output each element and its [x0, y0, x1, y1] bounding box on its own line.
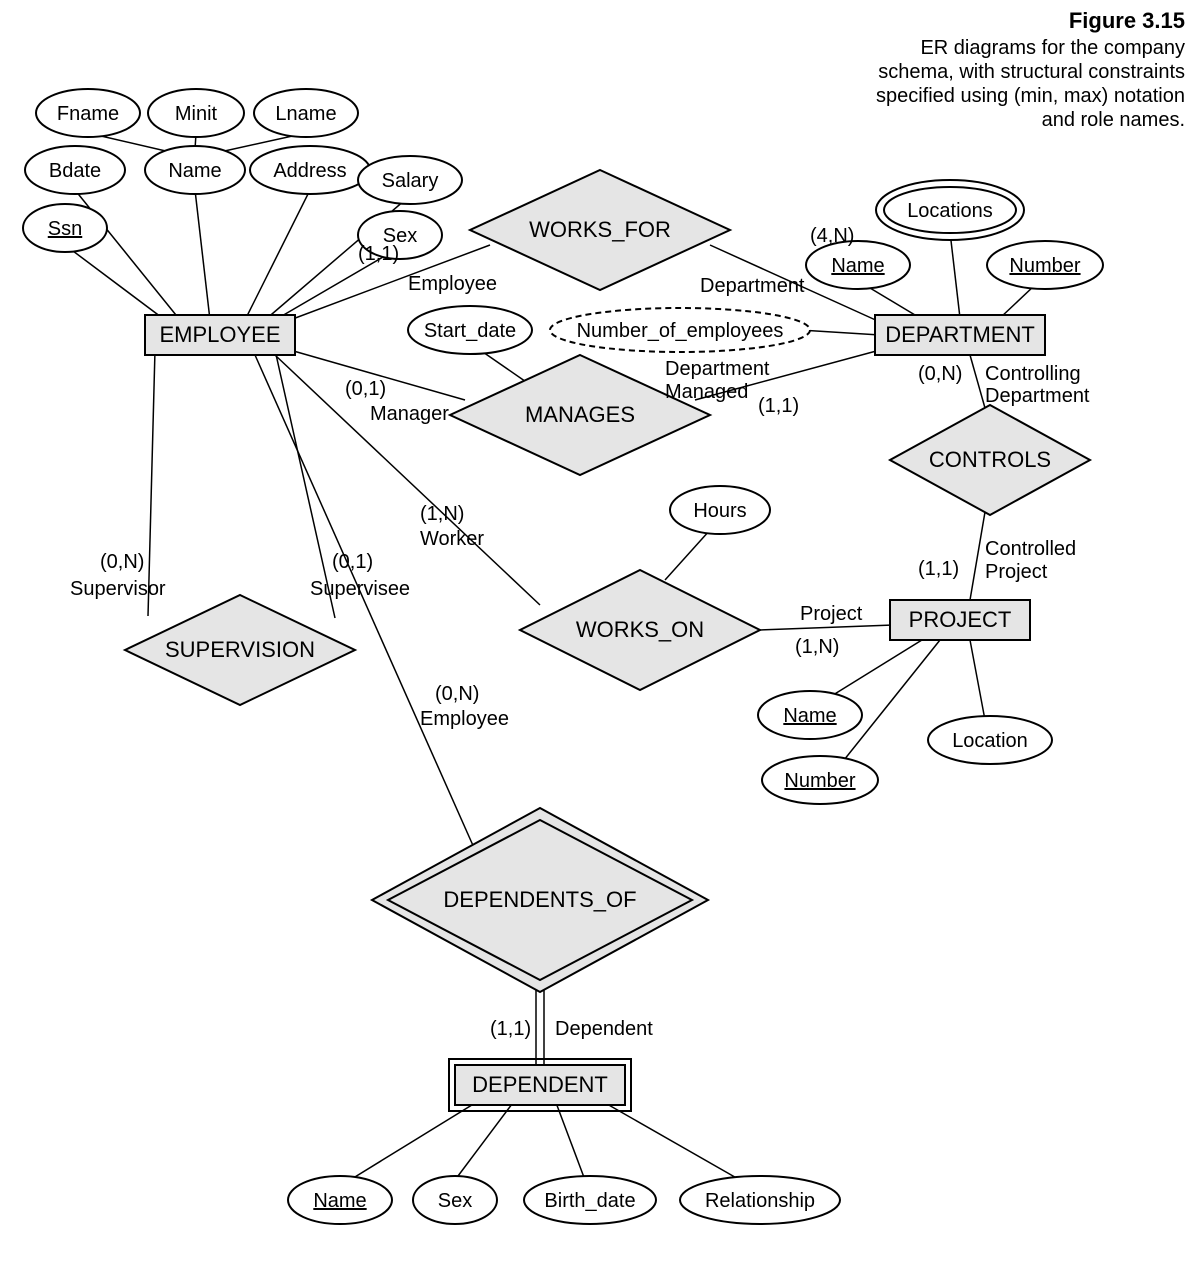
rel-controls: CONTROLS	[929, 447, 1051, 472]
entity-department: DEPARTMENT	[885, 322, 1035, 347]
card-do-emp: (0,N)	[435, 683, 479, 705]
card-mg-emp: (0,1)	[345, 378, 386, 400]
relationships: WORKS_FOR MANAGES SUPERVISION WORKS_ON C…	[125, 170, 1090, 992]
card-wf-emp: (1,1)	[358, 243, 399, 265]
attr-dep-rel: Relationship	[705, 1190, 815, 1212]
role-mg-emp: Manager	[370, 403, 449, 425]
attr-lname: Lname	[275, 103, 336, 125]
attr-hours: Hours	[693, 500, 746, 522]
attr-num-employees: Number_of_employees	[577, 320, 784, 342]
figure-caption-4: and role names.	[1042, 109, 1185, 131]
attr-start-date: Start_date	[424, 320, 516, 342]
attr-ssn: Ssn	[48, 218, 82, 240]
role-mg-dept1: Department	[665, 358, 770, 380]
card-ct-proj: (1,1)	[918, 558, 959, 580]
role-do-emp: Employee	[420, 708, 509, 730]
card-wf-dept: (4,N)	[810, 225, 854, 247]
role-mg-dept2: Managed	[665, 381, 748, 403]
role-ct-dept2: Department	[985, 385, 1090, 407]
figure-caption-1: ER diagrams for the company	[920, 37, 1185, 59]
attr-dep-name: Name	[313, 1190, 366, 1212]
attr-fname: Fname	[57, 103, 119, 125]
attr-address: Address	[273, 160, 346, 182]
role-wo-proj: Project	[800, 603, 863, 625]
card-sv-sub: (0,1)	[332, 551, 373, 573]
attr-locations: Locations	[907, 200, 993, 222]
role-sv-sub: Supervisee	[310, 578, 410, 600]
role-ct-proj1: Controlled	[985, 538, 1076, 560]
entity-project: PROJECT	[909, 607, 1012, 632]
rel-works-for: WORKS_FOR	[529, 217, 671, 242]
attr-proj-location: Location	[952, 730, 1028, 752]
attr-dep-bdate: Birth_date	[544, 1190, 635, 1212]
figure-caption-2: schema, with structural constraints	[878, 61, 1185, 83]
rel-dependents-of: DEPENDENTS_OF	[443, 887, 636, 912]
role-wf-dept: Department	[700, 275, 805, 297]
card-wo-emp: (1,N)	[420, 503, 464, 525]
card-wo-proj: (1,N)	[795, 636, 839, 658]
role-ct-proj2: Project	[985, 561, 1048, 583]
rel-works-on: WORKS_ON	[576, 617, 704, 642]
role-wf-emp: Employee	[408, 273, 497, 295]
attr-salary: Salary	[382, 170, 439, 192]
attr-name: Name	[168, 160, 221, 182]
card-mg-dept: (1,1)	[758, 395, 799, 417]
attr-dept-number: Number	[1009, 255, 1080, 277]
card-ct-dept: (0,N)	[918, 363, 962, 385]
role-ct-dept1: Controlling	[985, 363, 1081, 385]
rel-supervision: SUPERVISION	[165, 637, 315, 662]
attr-bdate: Bdate	[49, 160, 101, 182]
card-sv-sup: (0,N)	[100, 551, 144, 573]
role-wo-emp: Worker	[420, 528, 484, 550]
attr-dep-sex: Sex	[438, 1190, 472, 1212]
rel-manages: MANAGES	[525, 402, 635, 427]
card-do-dep: (1,1)	[490, 1018, 531, 1040]
entity-employee: EMPLOYEE	[159, 322, 280, 347]
role-do-dep: Dependent	[555, 1018, 653, 1040]
entity-dependent: DEPENDENT	[472, 1072, 608, 1097]
figure-caption-3: specified using (min, max) notation	[876, 85, 1185, 107]
er-diagram: Figure 3.15 ER diagrams for the company …	[0, 0, 1199, 1271]
attr-dept-name: Name	[831, 255, 884, 277]
role-sv-sup: Supervisor	[70, 578, 166, 600]
figure-number: Figure 3.15	[1069, 8, 1185, 33]
attr-proj-name: Name	[783, 705, 836, 727]
attr-proj-number: Number	[784, 770, 855, 792]
attr-minit: Minit	[175, 103, 218, 125]
